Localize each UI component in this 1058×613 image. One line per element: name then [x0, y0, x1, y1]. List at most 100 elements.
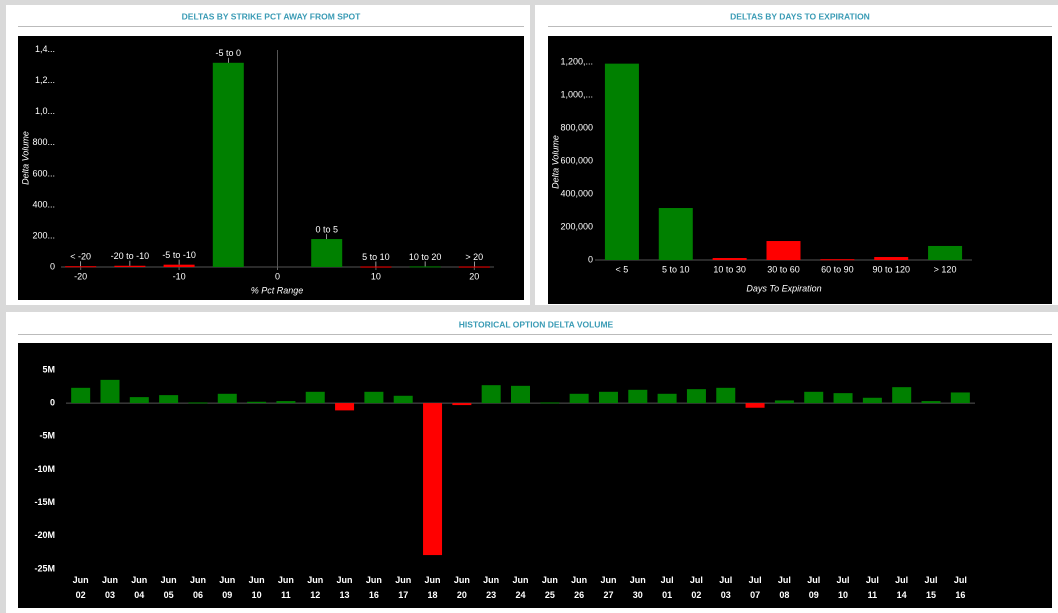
- x-tick-label-line: 03: [721, 590, 731, 600]
- bar: [364, 391, 384, 404]
- y-tick-label: -25M: [34, 563, 55, 573]
- bar: [928, 245, 963, 260]
- y-tick-label: 600...: [32, 168, 55, 178]
- x-tick-label: > 120: [934, 264, 957, 274]
- x-tick-label-line: 01: [662, 590, 672, 600]
- bar: [950, 392, 970, 404]
- bar: [212, 62, 244, 267]
- x-tick-label: Jun 30: [630, 575, 646, 600]
- y-tick-label: -10M: [34, 464, 55, 474]
- x-tick-label-line: Jun: [425, 575, 441, 585]
- bar: [833, 393, 853, 404]
- x-tick-label-line: Jun: [190, 575, 206, 585]
- x-tick-label: Jul 03: [719, 575, 732, 600]
- x-tick-label: Jul 15: [925, 575, 938, 600]
- x-tick-label-line: 24: [515, 590, 525, 600]
- y-tick-label: -5M: [40, 431, 56, 441]
- x-tick-label: Jun 13: [337, 575, 353, 600]
- x-tick-label: Jun 02: [73, 575, 89, 600]
- bar: [745, 403, 765, 408]
- x-tick-label-line: 15: [926, 590, 936, 600]
- chart-title: DELTAS BY STRIKE PCT AWAY FROM SPOT: [182, 11, 361, 21]
- bar: [862, 397, 882, 404]
- x-tick-label-line: 04: [134, 590, 144, 600]
- x-tick-label: Jul 16: [954, 575, 967, 600]
- x-tick-label-line: Jun: [483, 575, 499, 585]
- x-tick-label-line: Jul: [690, 575, 703, 585]
- x-tick-label: 5 to 10: [662, 264, 690, 274]
- y-axis-title: Delta Volume: [550, 135, 560, 189]
- x-tick-label: Jun 03: [102, 575, 118, 600]
- y-tick-label: 1,200,...: [560, 56, 593, 66]
- bar: [311, 239, 343, 267]
- bar: [159, 395, 179, 404]
- bar: [188, 402, 208, 404]
- x-tick-label: Jun 27: [600, 575, 616, 600]
- bar: [628, 389, 648, 404]
- x-tick-label-line: 10: [252, 590, 262, 600]
- x-tick-label-line: 18: [428, 590, 438, 600]
- bar: [163, 264, 195, 267]
- chart-title: HISTORICAL OPTION DELTA VOLUME: [459, 319, 614, 329]
- bar: [409, 266, 441, 268]
- data-label: 0 to 5: [315, 224, 338, 234]
- x-tick-label: Jun 16: [366, 575, 382, 600]
- x-tick-label: 0: [275, 271, 280, 281]
- y-tick-label: -15M: [34, 497, 55, 507]
- x-tick-label-line: 26: [574, 590, 584, 600]
- bar: [114, 265, 146, 267]
- y-tick-label: 200,000: [560, 221, 593, 231]
- bar: [712, 258, 747, 260]
- y-tick-label: 800,000: [560, 122, 593, 132]
- x-tick-label-line: Jul: [866, 575, 879, 585]
- x-tick-label: Jun 24: [512, 575, 528, 600]
- x-tick-label: Jun 05: [161, 575, 177, 600]
- x-tick-label: Jun 11: [278, 575, 294, 600]
- x-tick-label-line: 11: [868, 590, 878, 600]
- x-axis-title: Days To Expiration: [746, 283, 821, 293]
- x-tick-label: 10 to 30: [713, 264, 746, 274]
- x-tick-label: Jul 10: [837, 575, 850, 600]
- x-tick-label-line: 23: [486, 590, 496, 600]
- bar: [65, 266, 97, 268]
- x-tick-label-line: Jun: [102, 575, 118, 585]
- x-tick-label-line: Jun: [454, 575, 470, 585]
- x-tick-label: Jul 08: [778, 575, 791, 600]
- x-tick-label: Jul 14: [895, 575, 908, 600]
- x-tick-label-line: Jun: [512, 575, 528, 585]
- y-tick-label: 0: [588, 254, 593, 264]
- y-tick-label: 0: [50, 261, 55, 271]
- y-tick-label: 400,000: [560, 188, 593, 198]
- plot-area: [18, 36, 524, 300]
- x-tick-label-line: Jun: [337, 575, 353, 585]
- y-tick-label: 200...: [32, 230, 55, 240]
- x-tick-label-line: Jun: [161, 575, 177, 585]
- x-tick-label-line: Jul: [778, 575, 791, 585]
- bar: [874, 257, 909, 260]
- x-tick-label-line: Jun: [307, 575, 323, 585]
- bar: [129, 397, 149, 404]
- data-label: 10 to 20: [409, 252, 442, 262]
- x-tick-label: Jun 20: [454, 575, 470, 600]
- x-tick-label-line: Jun: [571, 575, 587, 585]
- x-tick-label-line: 02: [76, 590, 86, 600]
- x-tick-label-line: 14: [897, 590, 907, 600]
- x-tick-label-line: Jun: [395, 575, 411, 585]
- x-tick-label: Jun 12: [307, 575, 323, 600]
- x-tick-label: Jul 01: [661, 575, 674, 600]
- y-tick-label: 1,2...: [35, 75, 55, 85]
- x-tick-label: Jun 04: [131, 575, 147, 600]
- bar: [598, 391, 618, 404]
- x-tick-label-line: Jun: [73, 575, 89, 585]
- x-tick-label: -20: [74, 271, 87, 281]
- x-tick-label: Jun 06: [190, 575, 206, 600]
- x-tick-label-line: Jul: [807, 575, 820, 585]
- bar: [423, 403, 443, 556]
- bar: [604, 63, 639, 261]
- x-axis-title: % Pct Range: [251, 285, 304, 295]
- bar: [804, 391, 824, 404]
- x-tick-label-line: 11: [281, 590, 291, 600]
- bar: [305, 391, 325, 404]
- x-tick-label-line: 05: [164, 590, 174, 600]
